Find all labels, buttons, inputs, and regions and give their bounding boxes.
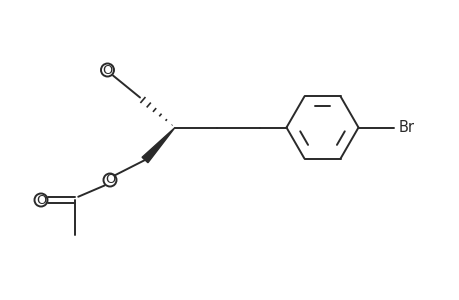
Circle shape	[101, 64, 114, 76]
Polygon shape	[142, 128, 174, 163]
Text: O: O	[102, 64, 112, 76]
Circle shape	[34, 194, 47, 206]
Text: O: O	[36, 194, 46, 206]
Text: Br: Br	[397, 120, 414, 135]
Text: O: O	[105, 173, 115, 187]
Circle shape	[103, 173, 116, 187]
